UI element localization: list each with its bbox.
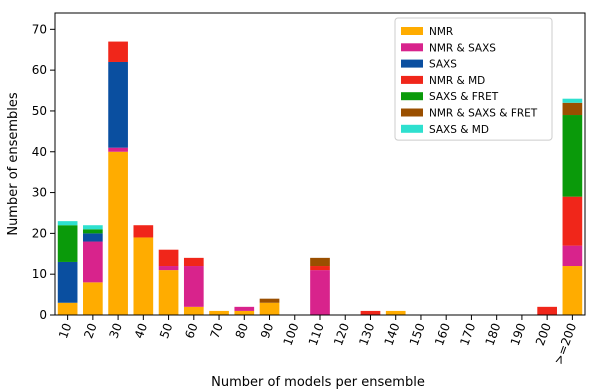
bar-saxs-and-fret-20 xyxy=(83,229,103,234)
legend-swatch-nmr-and-saxs-and-fret xyxy=(401,108,423,117)
y-tick-label: 50 xyxy=(32,104,47,118)
y-tick-label: 10 xyxy=(32,267,47,281)
bar-saxs-30 xyxy=(108,61,128,148)
bar-nmr-10 xyxy=(57,302,78,315)
bar-nmr-and-md-50 xyxy=(158,249,179,267)
x-tick-label: 120 xyxy=(331,321,352,347)
bar-nmr-and-md-130 xyxy=(360,310,381,315)
bar-nmr-30 xyxy=(108,151,128,315)
bar-nmr-and-saxs-and-fret-200 xyxy=(562,102,583,116)
y-tick-label: 0 xyxy=(39,308,47,322)
bar-saxs-and-md-10 xyxy=(57,221,78,226)
bar-nmr-80 xyxy=(234,310,255,315)
y-tick-label: 30 xyxy=(32,186,47,200)
x-axis: 10 20 30 40 50 60 70 80 90 100 110 120 130 140 150 160 1… xyxy=(56,315,579,366)
legend-swatch-saxs-and-fret xyxy=(401,92,423,101)
bar-nmr-and-md-40 xyxy=(133,225,154,238)
bar-nmr-and-saxs-and-fret-90 xyxy=(259,298,280,303)
bar-nmr-and-saxs-30 xyxy=(108,147,128,152)
x-tick-label: 130 xyxy=(356,321,377,347)
bar-saxs-and-fret-200 xyxy=(562,115,583,197)
x-tick-label: 70 xyxy=(207,321,225,340)
legend-label-saxs-and-fret: SAXS & FRET xyxy=(429,91,499,103)
legend-label-nmr-and-saxs: NMR & SAXS xyxy=(429,42,496,54)
bar-nmr-and-md-200 xyxy=(562,196,583,246)
y-tick-label: 20 xyxy=(32,226,47,240)
x-tick-label: 170 xyxy=(457,321,478,347)
legend-label-nmr-and-saxs-and-fret: NMR & SAXS & FRET xyxy=(429,108,538,120)
legend-label-nmr: NMR xyxy=(429,26,453,38)
x-tick-label: 160 xyxy=(432,321,453,347)
bar-nmr-40 xyxy=(133,237,154,315)
bar-nmr-60 xyxy=(183,306,204,315)
x-tick-label: 200 xyxy=(533,321,554,347)
bar-nmr-and-saxs-200 xyxy=(562,245,583,267)
x-tick-label: 150 xyxy=(407,321,428,347)
bars-layer xyxy=(57,41,583,315)
bar-saxs-20 xyxy=(83,233,103,242)
x-tick-label: >=200 xyxy=(551,321,579,366)
bar-nmr-90 xyxy=(259,302,280,315)
x-tick-label: 10 xyxy=(56,321,74,340)
x-tick-label: 50 xyxy=(157,321,175,340)
y-axis: 0 10 20 30 40 50 60 70 xyxy=(32,22,55,322)
bar-nmr-and-saxs-110 xyxy=(310,270,330,315)
bar-saxs-and-fret-10 xyxy=(57,225,78,262)
bar-nmr-and-saxs-50 xyxy=(158,266,179,271)
legend-swatch-nmr-and-saxs xyxy=(401,43,423,52)
legend-label-nmr-and-md: NMR & MD xyxy=(429,75,485,87)
legend-label-saxs: SAXS xyxy=(429,59,457,71)
x-tick-label: 180 xyxy=(482,321,503,347)
bar-nmr-and-saxs-60 xyxy=(183,266,204,307)
legend-swatch-saxs xyxy=(401,59,423,68)
y-axis-title: Number of ensembles xyxy=(6,92,21,236)
legend-swatch-nmr xyxy=(401,27,423,35)
x-tick-label: 40 xyxy=(132,321,150,340)
y-tick-label: 60 xyxy=(32,63,47,77)
bar-nmr-and-md-30 xyxy=(108,41,128,62)
y-tick-label: 40 xyxy=(32,145,47,159)
legend-swatch-saxs-and-md xyxy=(401,124,423,133)
x-tick-label: 80 xyxy=(233,321,251,340)
bar-nmr-and-md-200 xyxy=(537,306,557,315)
legend: NMR NMR & SAXS SAXS NMR & MD SAXS & FRET NMR … xyxy=(394,17,553,141)
y-tick-label: 70 xyxy=(32,22,47,36)
bar-saxs-and-md-200 xyxy=(562,98,583,103)
bar-nmr-and-saxs-and-fret-110 xyxy=(310,257,330,267)
bar-nmr-20 xyxy=(83,282,103,315)
x-tick-label: 110 xyxy=(306,321,327,347)
bar-saxs-10 xyxy=(57,261,78,303)
x-tick-label: 140 xyxy=(382,321,403,347)
legend-box xyxy=(394,17,553,141)
bar-nmr-50 xyxy=(158,270,179,315)
bar-nmr-70 xyxy=(209,310,229,315)
bar-nmr-140 xyxy=(385,310,406,315)
bar-nmr-and-md-60 xyxy=(183,257,204,267)
bar-nmr-and-saxs-80 xyxy=(234,306,255,311)
legend-swatch-nmr-and-md xyxy=(401,75,423,84)
bar-nmr-and-md-110 xyxy=(310,266,330,271)
x-axis-title: Number of models per ensemble xyxy=(211,375,425,390)
x-tick-label: 90 xyxy=(258,321,276,340)
x-tick-label: 60 xyxy=(182,321,200,340)
x-tick-label: 190 xyxy=(508,321,529,347)
x-tick-label: 100 xyxy=(281,321,302,347)
bar-nmr-200 xyxy=(562,266,583,315)
x-tick-label: 30 xyxy=(107,321,125,340)
bar-nmr-and-saxs-20 xyxy=(83,241,103,283)
bar-saxs-and-md-20 xyxy=(83,225,103,230)
legend-label-saxs-and-md: SAXS & MD xyxy=(429,124,489,136)
x-tick-label: 20 xyxy=(81,321,99,340)
